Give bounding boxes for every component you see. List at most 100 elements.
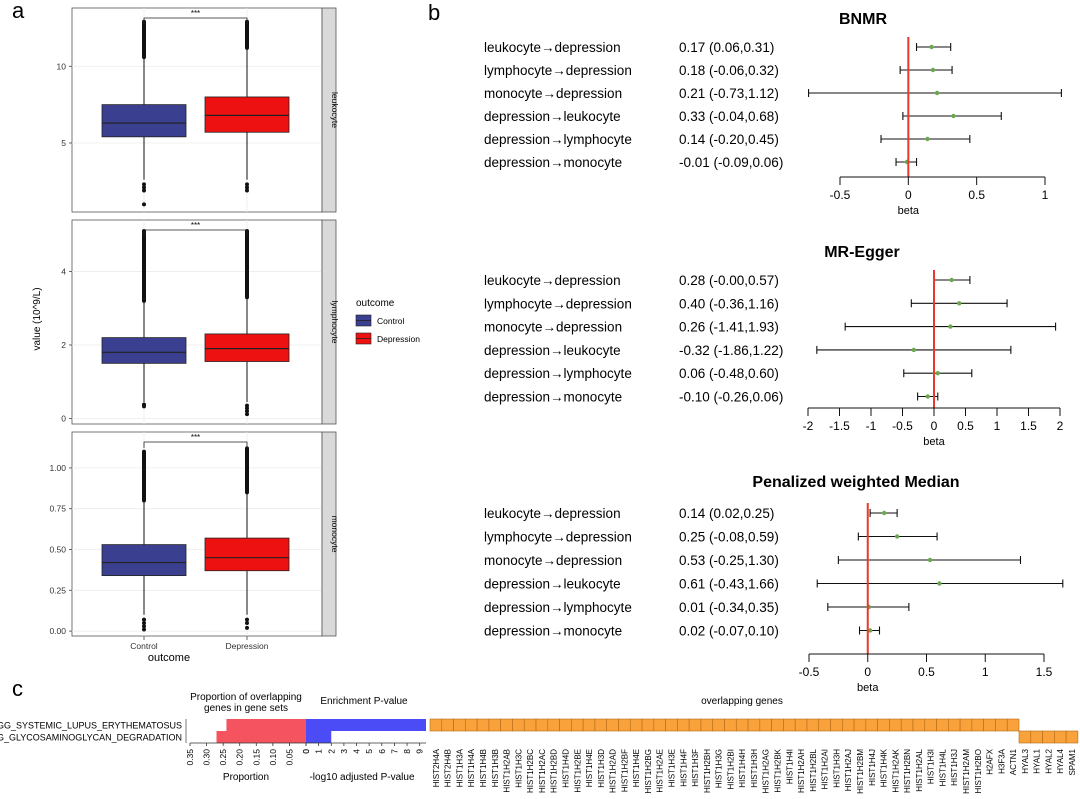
pvalue-tick-label: 8	[402, 749, 412, 754]
facet-frame	[71, 219, 323, 425]
forest-x-tick-label: 0.5	[918, 665, 935, 679]
gene-cell	[618, 718, 631, 732]
facet-strip	[321, 7, 337, 213]
forest-point	[927, 557, 933, 563]
gene-label: SPAM1	[1068, 748, 1077, 775]
significance-label: ***	[191, 221, 200, 230]
significance-label: ***	[191, 433, 200, 442]
genes-title: overlapping genes	[701, 696, 783, 707]
box-outlier	[142, 617, 146, 622]
pvalue-bar	[306, 731, 332, 743]
gene-label: HIST1H2BI	[726, 749, 735, 789]
significance-label: ***	[191, 9, 200, 18]
gene-label: HIST1H2AJ	[844, 749, 853, 791]
forest-row-estimate: 0.33 (-0.04,0.68)	[679, 109, 779, 124]
gene-label: HYAL4	[1056, 748, 1065, 773]
significance-bracket	[143, 229, 248, 236]
gene-label: HIST1H4E	[585, 749, 594, 787]
forest-row-label: lymphocyte→depression	[484, 63, 632, 78]
forest-point	[930, 67, 936, 73]
gene-cell	[629, 718, 643, 732]
gene-label: ACTN1	[1009, 748, 1018, 775]
x-tick-label: Control	[130, 641, 158, 651]
gene-cell	[865, 718, 878, 732]
gene-label: HIST1H3D	[597, 749, 606, 788]
forest-x-tick-label: 0.5	[957, 419, 974, 433]
gene-label: HIST1H2AI	[821, 749, 830, 789]
pvalue-tick-label: 2	[326, 749, 336, 754]
forest-point	[935, 371, 940, 376]
gene-cell	[1042, 730, 1055, 744]
gene-label: HIST1H3I	[927, 749, 936, 784]
forest-point	[925, 136, 930, 142]
forest-point	[937, 581, 942, 586]
gene-cell	[700, 718, 714, 732]
proportion-tick-label: 0	[301, 749, 311, 754]
gene-cell	[453, 718, 466, 732]
forest-x-axis-title: beta	[857, 682, 879, 694]
gene-cell	[724, 718, 737, 732]
gene-label: HYAL3	[1021, 748, 1030, 773]
gene-cell	[783, 718, 796, 732]
gene-cell	[665, 718, 678, 732]
y-tick-label: 0.00	[49, 626, 66, 636]
gene-label: HIST1H4J	[868, 749, 877, 786]
gene-label: HIST1H2AC	[538, 749, 547, 793]
gene-cell	[606, 718, 619, 732]
gene-cell	[688, 718, 702, 732]
gene-cell	[1030, 730, 1043, 744]
pvalue-tick-label: 0	[301, 749, 311, 754]
gene-cell	[441, 718, 454, 732]
forest-point	[951, 113, 956, 119]
forest-row-label: leukocyte→depression	[484, 40, 621, 55]
gene-label: HIST1H2BC	[526, 749, 535, 793]
gene-cell	[924, 718, 937, 732]
gene-cell	[995, 718, 1008, 732]
gene-cell	[582, 718, 596, 732]
box-depression	[204, 537, 290, 572]
box-outlier	[142, 202, 146, 207]
forest-row-estimate: 0.21 (-0.73,1.12)	[679, 86, 779, 101]
pvalue-tick-label: 6	[377, 749, 387, 754]
y-tick-label: 1.00	[49, 463, 66, 473]
proportion-tick-label: 0.30	[202, 749, 212, 766]
box-outlier	[245, 409, 249, 414]
gene-label: HIST1H3E	[667, 749, 676, 787]
gene-label: HIST1H4B	[479, 749, 488, 787]
gene-cell	[641, 718, 655, 732]
gene-label: HIST1H3C	[514, 749, 523, 788]
forest-row-label: depression→lymphocyte	[484, 366, 632, 381]
proportion-title: Proportion of overlapping	[190, 692, 302, 703]
forest-row-label: leukocyte→depression	[484, 506, 621, 521]
gene-label: HIST1H2AH	[797, 749, 806, 793]
forest-row-estimate: 0.40 (-0.36,1.16)	[679, 296, 779, 311]
box-outlier	[142, 624, 146, 629]
forest-point	[925, 394, 930, 399]
panel-label-a: a	[12, 0, 25, 23]
facet-frame	[71, 431, 323, 637]
proportion-bar	[226, 719, 306, 731]
pvalue-tick-label: 1	[314, 749, 324, 754]
box-outlier	[142, 404, 146, 409]
y-tick-label: 0.25	[49, 585, 66, 595]
gene-cell	[677, 718, 690, 732]
enrichment-panel: EGG_SYSTEMIC_LUPUS_ERYTHEMATOSUS EGG_GLYC…	[0, 692, 1079, 794]
forest-x-axis-title: beta	[923, 436, 945, 448]
forest-row-label: depression→leukocyte	[484, 109, 621, 124]
gene-label: HIST1H3F	[691, 749, 700, 787]
gene-cell	[818, 718, 831, 732]
x-tick-label: Depression	[226, 641, 269, 651]
gene-label: HIST1H2BG	[644, 749, 653, 793]
box-outlier	[142, 182, 146, 187]
boxplot-x-axis-title: outcome	[148, 652, 190, 664]
gene-label: HIST1H2BE	[573, 749, 582, 793]
gene-label: HIST1H3G	[715, 749, 724, 788]
box-outlier	[142, 620, 146, 625]
gene-cell	[936, 718, 949, 732]
gene-cell	[735, 718, 749, 732]
box-outlier	[245, 620, 249, 625]
forest-point	[949, 277, 954, 283]
forest-row-estimate: 0.06 (-0.48,0.60)	[679, 366, 779, 381]
forest-x-tick-label: 0	[931, 419, 938, 433]
